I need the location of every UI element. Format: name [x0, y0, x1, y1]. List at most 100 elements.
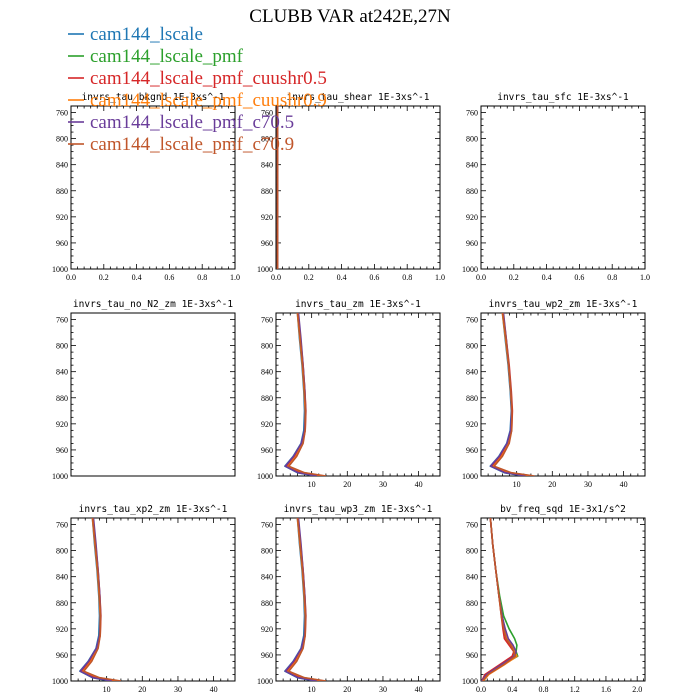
panel-frame [480, 312, 646, 477]
series-line-5 [284, 313, 318, 476]
panel-title: invrs_tau_shear 1E-3xs^-1 [287, 92, 430, 103]
y-tick-label: 920 [466, 420, 478, 429]
x-tick-label: 0.4 [507, 685, 517, 694]
series-line-2 [285, 518, 319, 681]
y-tick-label: 880 [466, 394, 478, 403]
y-tick-label: 840 [56, 573, 68, 582]
panel-title: invrs_tau_sfc 1E-3xs^-1 [497, 92, 629, 103]
x-tick-label: 30 [174, 685, 182, 694]
y-tick-label: 920 [261, 625, 273, 634]
y-tick-label: 800 [56, 547, 68, 556]
x-tick-label: 0.2 [99, 273, 109, 282]
x-tick-label: 40 [415, 480, 423, 489]
y-tick-label: 1000 [462, 677, 478, 686]
x-tick-label: 0.0 [271, 273, 281, 282]
y-tick-label: 800 [466, 135, 478, 144]
y-tick-label: 920 [56, 420, 68, 429]
panel-frame [275, 312, 441, 477]
panel-title: invrs_tau_wp3_zm 1E-3xs^-1 [284, 504, 433, 515]
panel-frame [70, 312, 236, 477]
x-tick-label: 0.6 [164, 273, 174, 282]
y-tick-label: 760 [56, 109, 68, 118]
x-tick-label: 40 [210, 685, 218, 694]
legend-label: cam144_lscale_pmf_c70.9 [90, 134, 294, 155]
x-tick-label: 0.4 [542, 273, 552, 282]
x-tick-label: 1.2 [570, 685, 580, 694]
y-tick-label: 760 [261, 109, 273, 118]
x-tick-label: 30 [379, 685, 387, 694]
legend-item: cam144_lscale_pmf_c70.5 [68, 112, 294, 133]
y-tick-label: 800 [261, 547, 273, 556]
panels-layer: invrs_tau_bkgnd 1E-3xs^-1 760 800 840 880 920… [52, 92, 650, 694]
x-tick-label: 0.0 [476, 273, 486, 282]
y-tick-label: 1000 [257, 472, 273, 481]
x-tick-label: 0.8 [538, 685, 548, 694]
y-tick-label: 800 [56, 135, 68, 144]
y-tick-label: 920 [261, 213, 273, 222]
y-tick-label: 1000 [257, 265, 273, 274]
y-tick-label: 960 [56, 651, 68, 660]
panel-8: invrs_tau_wp3_zm 1E-3xs^-1 760 800 840 880 92… [257, 504, 441, 694]
y-tick-label: 800 [56, 342, 68, 351]
y-tick-label: 1000 [462, 472, 478, 481]
y-tick-label: 880 [466, 599, 478, 608]
x-tick-label: 10 [308, 480, 316, 489]
y-tick-label: 840 [261, 161, 273, 170]
legend-label: cam144_lscale [90, 24, 203, 45]
y-tick-label: 1000 [52, 472, 68, 481]
y-tick-label: 960 [261, 651, 273, 660]
y-tick-label: 920 [56, 625, 68, 634]
x-tick-label: 1.0 [640, 273, 650, 282]
panel-frame [480, 105, 646, 270]
y-tick-label: 1000 [52, 265, 68, 274]
legend-item: cam144_lscale [68, 24, 203, 45]
y-tick-label: 840 [56, 368, 68, 377]
panel-frame [70, 105, 236, 270]
y-tick-label: 840 [466, 573, 478, 582]
series-line-1 [489, 313, 524, 476]
y-tick-label: 760 [261, 521, 273, 530]
y-tick-label: 800 [261, 135, 273, 144]
y-tick-label: 960 [56, 239, 68, 248]
panel-frame [275, 105, 441, 270]
x-tick-label: 20 [343, 480, 351, 489]
x-tick-label: 0.8 [402, 273, 412, 282]
y-tick-label: 880 [466, 187, 478, 196]
legend-item: cam144_lscale_pmf_cuushr0.5 [68, 68, 327, 89]
panel-7: invrs_tau_xp2_zm 1E-3xs^-1 760 800 840 880 92… [52, 504, 236, 694]
series-line-5 [489, 313, 526, 476]
series-line-6 [493, 313, 535, 476]
legend-label: cam144_lscale_pmf_c70.5 [90, 112, 294, 133]
panel-title: bv_freq_sqd 1E-3x1/s^2 [500, 504, 626, 515]
y-tick-label: 920 [466, 213, 478, 222]
series-line-4 [287, 313, 325, 476]
series-line-2 [80, 518, 114, 681]
panel-3: invrs_tau_sfc 1E-3xs^-1 760 800 840 880 920 96… [462, 92, 650, 282]
y-tick-label: 960 [261, 446, 273, 455]
y-tick-label: 920 [466, 625, 478, 634]
y-tick-label: 760 [261, 316, 273, 325]
y-tick-label: 880 [261, 394, 273, 403]
series-line-4 [287, 518, 325, 681]
series-line-6 [287, 518, 327, 681]
y-tick-label: 800 [466, 342, 478, 351]
y-tick-label: 840 [261, 368, 273, 377]
y-tick-label: 1000 [462, 265, 478, 274]
y-tick-label: 960 [466, 446, 478, 455]
series-line-2 [285, 313, 319, 476]
x-tick-label: 0.6 [369, 273, 379, 282]
y-tick-label: 960 [261, 239, 273, 248]
x-tick-label: 40 [415, 685, 423, 694]
panel-5: invrs_tau_zm 1E-3xs^-1 760 800 840 880 920 960… [257, 299, 441, 489]
y-tick-label: 800 [261, 342, 273, 351]
legend-item: cam144_lscale_pmf_c70.9 [68, 134, 294, 155]
y-tick-label: 760 [466, 316, 478, 325]
series-line-6 [481, 518, 517, 681]
legend-label: cam144_lscale_pmf_cuushr0.9 [90, 90, 327, 111]
panel-title: invrs_tau_zm 1E-3xs^-1 [295, 299, 421, 310]
series-line-3 [481, 518, 515, 681]
x-tick-label: 0.0 [66, 273, 76, 282]
y-tick-label: 880 [56, 599, 68, 608]
y-tick-label: 1000 [257, 677, 273, 686]
